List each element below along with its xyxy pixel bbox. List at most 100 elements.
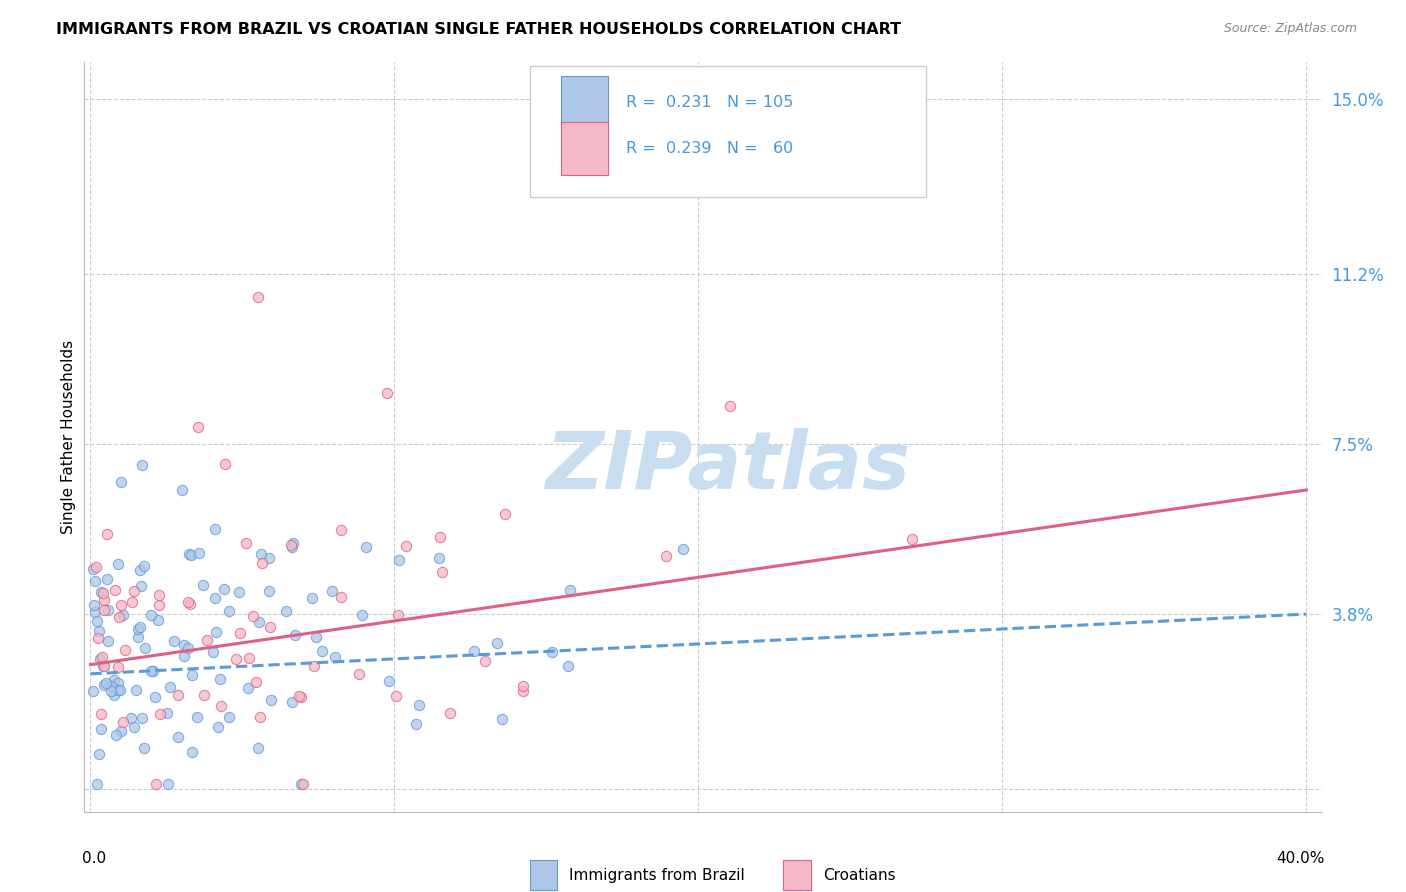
- Point: [187, 420, 209, 434]
- Point: [238, 651, 260, 665]
- Point: [491, 712, 513, 726]
- Point: [494, 508, 516, 522]
- Point: [87, 624, 110, 638]
- Point: [91, 585, 114, 599]
- Point: [93, 603, 115, 617]
- Point: [141, 608, 163, 623]
- Text: R =  0.239   N =   60: R = 0.239 N = 60: [626, 141, 793, 156]
- Point: [97, 603, 120, 617]
- Point: [720, 399, 742, 413]
- Point: [134, 558, 156, 573]
- Point: [323, 649, 346, 664]
- Point: [395, 539, 418, 553]
- Point: [89, 652, 111, 666]
- Point: [122, 583, 145, 598]
- Point: [122, 721, 145, 735]
- Point: [245, 675, 267, 690]
- Point: [105, 728, 128, 742]
- Point: [103, 673, 125, 687]
- Point: [429, 530, 451, 544]
- Point: [292, 777, 315, 791]
- Point: [93, 659, 115, 673]
- Point: [408, 698, 430, 713]
- Point: [179, 547, 201, 561]
- Point: [86, 777, 108, 791]
- Point: [173, 638, 195, 652]
- Point: [107, 558, 129, 572]
- Point: [110, 683, 132, 698]
- Point: [83, 574, 105, 588]
- Point: [134, 640, 156, 655]
- Point: [170, 483, 193, 497]
- FancyBboxPatch shape: [530, 66, 925, 197]
- Point: [142, 665, 165, 679]
- Point: [167, 688, 190, 702]
- Point: [90, 722, 112, 736]
- Point: [129, 563, 152, 577]
- Point: [159, 680, 181, 694]
- Point: [179, 598, 201, 612]
- Point: [146, 613, 169, 627]
- Y-axis label: Single Father Households: Single Father Households: [60, 340, 76, 534]
- Point: [302, 659, 325, 673]
- Point: [247, 615, 270, 630]
- Point: [205, 625, 228, 640]
- Point: [218, 710, 240, 724]
- Point: [204, 591, 226, 605]
- Point: [385, 689, 408, 703]
- Point: [235, 536, 257, 550]
- Point: [329, 591, 352, 605]
- Point: [110, 724, 132, 739]
- Point: [387, 608, 409, 623]
- Text: Source: ZipAtlas.com: Source: ZipAtlas.com: [1223, 22, 1357, 36]
- Point: [257, 551, 280, 566]
- Point: [156, 706, 179, 720]
- Point: [427, 550, 450, 565]
- Point: [90, 584, 112, 599]
- Point: [83, 598, 105, 612]
- Text: ZIPatlas: ZIPatlas: [546, 428, 910, 506]
- Point: [655, 549, 678, 564]
- Point: [103, 688, 125, 702]
- Point: [112, 608, 135, 623]
- Point: [139, 664, 162, 678]
- Point: [305, 630, 328, 644]
- Bar: [561, 122, 607, 175]
- Point: [176, 640, 198, 655]
- Point: [110, 599, 132, 613]
- Point: [439, 706, 461, 720]
- Point: [259, 693, 281, 707]
- Point: [557, 658, 579, 673]
- Bar: [561, 76, 607, 128]
- Point: [274, 604, 297, 618]
- Point: [284, 627, 307, 641]
- Point: [191, 578, 214, 592]
- Point: [107, 683, 129, 698]
- Point: [288, 690, 311, 704]
- Point: [121, 595, 143, 609]
- Point: [672, 542, 695, 557]
- Point: [127, 622, 149, 636]
- Point: [901, 532, 924, 546]
- Point: [281, 541, 304, 555]
- Text: Immigrants from Brazil: Immigrants from Brazil: [569, 868, 745, 883]
- Point: [218, 603, 240, 617]
- Point: [84, 605, 107, 619]
- Point: [86, 614, 108, 628]
- Point: [90, 650, 112, 665]
- Point: [180, 745, 202, 759]
- Point: [124, 682, 146, 697]
- Point: [163, 634, 186, 648]
- Point: [512, 679, 534, 693]
- Point: [229, 625, 252, 640]
- Point: [387, 553, 409, 567]
- Point: [202, 645, 225, 659]
- Point: [558, 582, 581, 597]
- Point: [181, 668, 204, 682]
- Point: [280, 538, 302, 552]
- Point: [430, 566, 453, 580]
- Point: [93, 593, 115, 607]
- Point: [129, 620, 152, 634]
- Point: [290, 690, 312, 704]
- Point: [110, 475, 132, 489]
